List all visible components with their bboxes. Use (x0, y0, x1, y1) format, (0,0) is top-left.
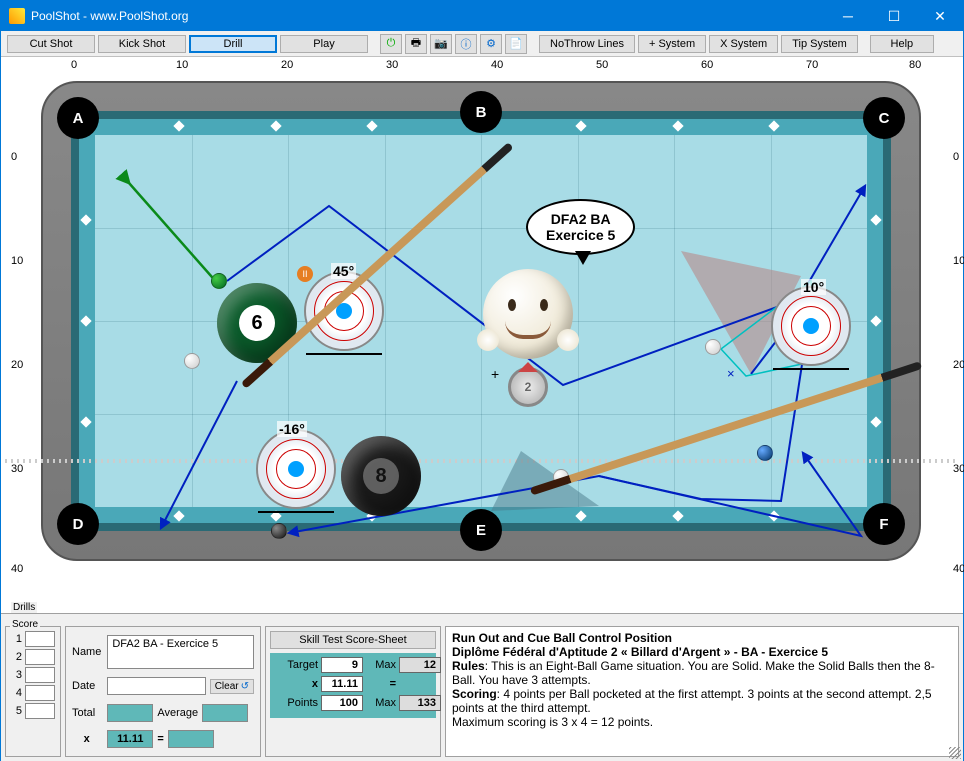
close-button[interactable]: ✕ (917, 1, 963, 31)
cue-ball-1[interactable] (184, 353, 200, 369)
clear-button[interactable]: Clear↺ (210, 679, 254, 694)
x-value-field: 11.11 (107, 730, 153, 748)
kick-shot-button[interactable]: Kick Shot (98, 35, 186, 53)
nothrow-button[interactable]: NoThrow Lines (539, 35, 635, 53)
score-input-1[interactable] (25, 631, 55, 647)
score-panel: Score 1 2 3 4 5 (5, 626, 61, 757)
ball-2-small[interactable] (757, 445, 773, 461)
ruler-top: 01020 304050 607080 (41, 59, 941, 79)
aim-clock-10[interactable] (771, 286, 851, 366)
tip-system-button[interactable]: Tip System (781, 35, 858, 53)
ruler-left: 010203040 (11, 83, 35, 563)
window-title: PoolShot - www.PoolShot.org (31, 9, 825, 23)
resize-grip[interactable] (949, 747, 961, 759)
average-field (202, 704, 248, 722)
score-input-2[interactable] (25, 649, 55, 665)
help-button[interactable]: Help (870, 35, 934, 53)
name-label: Name (72, 646, 101, 658)
splitter-bar[interactable] (5, 459, 959, 463)
aim-clock-45[interactable] (304, 271, 384, 351)
minimize-button[interactable]: ─ (825, 1, 871, 31)
pocket-f: F (863, 503, 905, 545)
target-value[interactable]: 9 (321, 657, 363, 673)
bottom-panel: Drills Score 1 2 3 4 5 Name DFA2 BA - Ex… (1, 613, 963, 761)
x-system-button[interactable]: X System (709, 35, 778, 53)
drills-tab-label[interactable]: Drills (11, 602, 37, 613)
score-input-5[interactable] (25, 703, 55, 719)
play-button[interactable]: Play (280, 35, 368, 53)
aim-clock-neg16[interactable] (256, 429, 336, 509)
cue-ball-3[interactable] (705, 339, 721, 355)
table-surface[interactable] (95, 135, 867, 507)
pocket-c: C (863, 97, 905, 139)
maximize-button[interactable]: ☐ (871, 1, 917, 31)
name-field[interactable]: DFA2 BA - Exercice 5 (107, 635, 254, 669)
desc-subtitle: Diplôme Fédéral d'Aptitude 2 « Billard d… (452, 645, 828, 659)
date-label: Date (72, 680, 101, 692)
result-field (168, 730, 214, 748)
points-value: 100 (321, 695, 363, 711)
score-input-4[interactable] (25, 685, 55, 701)
ball-8-large[interactable]: 8 (341, 436, 421, 516)
target-max: 12 (399, 657, 441, 673)
power-icon[interactable]: ⏻ (380, 34, 402, 54)
skill-x-value: 11.11 (321, 676, 363, 692)
info-panel: Name DFA2 BA - Exercice 5 Date Clear↺ To… (65, 626, 261, 757)
description-panel: Run Out and Cue Ball Control Position Di… (445, 626, 959, 757)
date-field[interactable] (107, 677, 205, 695)
info-icon[interactable]: ⓘ (455, 34, 477, 54)
ball-6-small[interactable] (211, 273, 227, 289)
pocket-d: D (57, 503, 99, 545)
score-input-3[interactable] (25, 667, 55, 683)
cut-shot-button[interactable]: Cut Shot (7, 35, 95, 53)
skill-panel: Skill Test Score-Sheet Target 9 Max 12 x… (265, 626, 441, 757)
plus-system-button[interactable]: + System (638, 35, 706, 53)
total-field (107, 704, 153, 722)
skill-header[interactable]: Skill Test Score-Sheet (270, 631, 436, 649)
camera-icon[interactable]: 📷 (430, 34, 452, 54)
ruler-right: 010203040 (929, 83, 953, 563)
pocket-e: E (460, 509, 502, 551)
gear-icon[interactable]: ⚙ (480, 34, 502, 54)
app-icon (9, 8, 25, 24)
medal-icon: 2 (508, 367, 548, 407)
speech-bubble: DFA2 BAExercice 5 (526, 199, 635, 255)
doc-icon[interactable]: 📄 (505, 34, 527, 54)
pause-icon[interactable]: II (297, 266, 313, 282)
titlebar: PoolShot - www.PoolShot.org ─ ☐ ✕ (1, 1, 963, 31)
pool-table[interactable]: A B C D E F (41, 81, 921, 561)
canvas-area[interactable]: 01020 304050 607080 010203040 010203040 … (1, 57, 963, 613)
drill-button[interactable]: Drill (189, 35, 277, 53)
ball-8-small[interactable] (271, 523, 287, 539)
desc-title: Run Out and Cue Ball Control Position (452, 631, 672, 645)
pocket-b: B (460, 91, 502, 133)
points-max: 133 (399, 695, 441, 711)
pocket-a: A (57, 97, 99, 139)
toolbar: Cut Shot Kick Shot Drill Play ⏻ 🖶 📷 ⓘ ⚙ … (1, 31, 963, 57)
print-icon[interactable]: 🖶 (405, 34, 427, 54)
mascot: 2 (483, 269, 573, 407)
total-label: Total (72, 707, 101, 719)
